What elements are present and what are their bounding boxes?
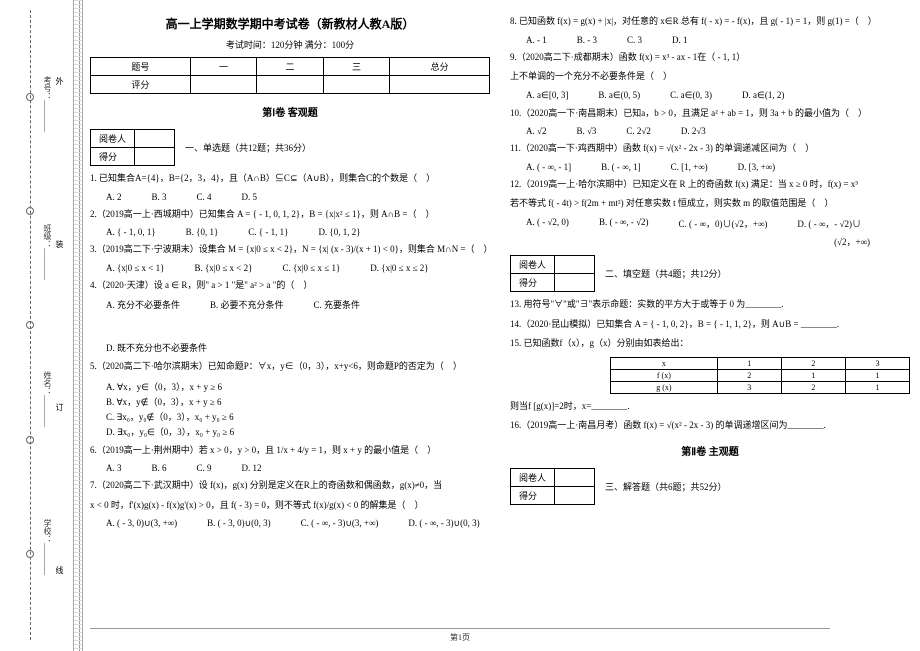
data-table: x1 23 f (x)2 11 g (x)3 21	[610, 357, 910, 394]
q10-options: A. √2B. √3 C. 2√2D. 2√3	[510, 126, 910, 136]
class-label: 班级：________	[42, 224, 53, 280]
question-7b: x < 0 时，f'(x)g(x) - f(x)g'(x) > 0，且 f( -…	[90, 499, 490, 513]
part2-label: 二、填空题（共4题；共12分）	[605, 267, 727, 280]
grader-row-2: 阅卷人 得分 二、填空题（共4题；共12分）	[510, 255, 910, 292]
score-table: 题号 一 二 三 总分 评分	[90, 57, 490, 94]
grader-label: 阅卷人	[91, 130, 135, 148]
exam-title: 高一上学期数学期中考试卷（新教材人教A版）	[90, 15, 490, 32]
score-th-2: 二	[257, 58, 324, 76]
id-label: 考号：________	[42, 76, 53, 132]
q12-options: A. ( - √2, 0)B. ( - ∞, - √2) C. ( - ∞，0)…	[510, 217, 910, 230]
page-footer: 第1页	[0, 628, 920, 643]
score-th-1: 一	[190, 58, 257, 76]
student-info-vertical: 学校：________ 姓名：________ 班级：________ 考号：_…	[42, 0, 53, 651]
score-label: 得分	[511, 486, 555, 504]
question-16: 16.（2019高一上·南昌月考）函数 f(x) = √(x² - 2x - 3…	[510, 419, 910, 433]
right-column: 8. 已知函数 f(x) = g(x) + |x|，对任意的 x∈R 总有 f(…	[510, 15, 910, 529]
question-3: 3.（2019高二下·宁波期末）设集合 M = {x|0 ≤ x < 2}，N …	[90, 243, 490, 257]
question-9b: 上不单调的一个充分不必要条件是（ ）	[510, 70, 910, 84]
score-label: 得分	[511, 274, 555, 292]
q8-options: A. - 1B. - 3 C. 3D. 1	[510, 35, 910, 45]
school-label: 学校：________	[42, 519, 53, 575]
q12-extra: (√2，+∞)	[510, 236, 910, 250]
ruler-scale	[73, 0, 83, 651]
binding-holes	[26, 0, 34, 651]
question-9: 9.（2020高二下·成都期末）函数 f(x) = x³ - ax - 1在（ …	[510, 51, 910, 65]
q2-options: A. { - 1, 0, 1}B. {0, 1} C. { - 1, 1}D. …	[90, 227, 490, 237]
question-12: 12.（2019高一上·哈尔滨期中）已知定义在 R 上的奇函数 f(x) 满足：…	[510, 178, 910, 192]
question-15: 15. 已知函数f（x），g（x）分别由如表给出：	[510, 337, 910, 351]
question-6: 6.（2019高一上·荆州期中）若 x > 0，y > 0，且 1/x + 4/…	[90, 444, 490, 458]
grader-table-3: 阅卷人 得分	[510, 468, 595, 505]
left-column: 高一上学期数学期中考试卷（新教材人教A版） 考试时间：120分钟 满分：100分…	[90, 15, 490, 529]
exam-subtitle: 考试时间：120分钟 满分：100分	[90, 38, 490, 51]
q3-options: A. {x|0 ≤ x < 1}B. {x|0 ≤ x < 2} C. {x|0…	[90, 263, 490, 273]
score-th-total: 总分	[390, 58, 490, 76]
question-15b: 则当f [g(x)]=2时，x=________.	[510, 400, 910, 414]
score-row-label: 评分	[91, 76, 191, 94]
grader-table-2: 阅卷人 得分	[510, 255, 595, 292]
name-label: 姓名：________	[42, 371, 53, 427]
question-13: 13. 用符号"∀"或"∃"表示命题：实数的平方大于或等于 0 为_______…	[510, 298, 910, 312]
cut-line-marks: 外 装 订 线	[54, 0, 65, 651]
q1-options: A. 2B. 3 C. 4D. 5	[90, 192, 490, 202]
q11-options: A. ( - ∞, - 1]B. ( - ∞, 1] C. [1, +∞)D. …	[510, 162, 910, 172]
score-th-no: 题号	[91, 58, 191, 76]
page-content: 高一上学期数学期中考试卷（新教材人教A版） 考试时间：120分钟 满分：100分…	[90, 15, 910, 529]
grader-row-1: 阅卷人 得分 一、单选题（共12题；共36分）	[90, 129, 490, 166]
q9-options: A. a∈[0, 3]B. a∈(0, 5) C. a∈(0, 3)D. a∈(…	[510, 90, 910, 101]
question-8: 8. 已知函数 f(x) = g(x) + |x|，对任意的 x∈R 总有 f(…	[510, 15, 910, 29]
page-number: 第1页	[450, 633, 470, 642]
binding-margin: 学校：________ 姓名：________ 班级：________ 考号：_…	[0, 0, 80, 651]
question-4: 4.（2020·天津）设 a ∈ R，则" a > 1 "是" a² > a "…	[90, 279, 490, 293]
question-2: 2.（2019高一上·西城期中）已知集合 A = { - 1, 0, 1, 2}…	[90, 208, 490, 222]
q6-options: A. 3B. 6 C. 9D. 12	[90, 463, 490, 473]
question-12b: 若不等式 f( - 4t) > f(2m + mt²) 对任意实数 t 恒成立，…	[510, 197, 910, 211]
grader-table-1: 阅卷人 得分	[90, 129, 175, 166]
question-1: 1. 已知集合A={4}，B={2，3，4}，且（A∩B）⊆C⊆（A∪B），则集…	[90, 172, 490, 186]
q4-options: A. 充分不必要条件B. 必要不充分条件 C. 充要条件D. 既不充分也不必要条…	[90, 298, 490, 354]
score-th-3: 三	[323, 58, 390, 76]
question-5: 5.（2020高二下·哈尔滨期末）已知命题P：∀x，y∈（0，3），x+y<6，…	[90, 360, 490, 374]
question-11: 11.（2020高一下·鸡西期中）函数 f(x) = √(x² - 2x - 3…	[510, 142, 910, 156]
q5-options: A. ∀x，y∈（0，3），x + y ≥ 6B. ∀x，y∉（0，3），x +…	[90, 380, 490, 438]
question-10: 10.（2020高一下·南昌期末）已知a，b > 0，且满足 a² + ab =…	[510, 107, 910, 121]
score-label: 得分	[91, 148, 135, 166]
part1-label: 一、单选题（共12题；共36分）	[185, 141, 311, 154]
question-14: 14.（2020·昆山模拟）已知集合 A = { - 1, 0, 2}，B = …	[510, 318, 910, 332]
section-2-title: 第Ⅱ卷 主观题	[510, 443, 910, 458]
question-7: 7.（2020高二下·武汉期中）设 f(x)，g(x) 分别是定义在R上的奇函数…	[90, 479, 490, 493]
part3-label: 三、解答题（共6题；共52分）	[605, 480, 727, 493]
q7-options: A. ( - 3, 0)∪(3, +∞)B. ( - 3, 0)∪(0, 3) …	[90, 518, 490, 529]
section-1-title: 第Ⅰ卷 客观题	[90, 104, 490, 119]
grader-label: 阅卷人	[511, 468, 555, 486]
grader-label: 阅卷人	[511, 256, 555, 274]
grader-row-3: 阅卷人 得分 三、解答题（共6题；共52分）	[510, 468, 910, 505]
